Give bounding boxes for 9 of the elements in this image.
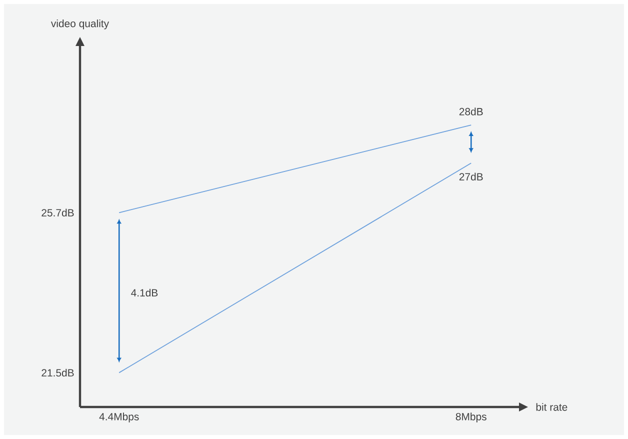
x-axis-title: bit rate	[536, 403, 568, 411]
x-tick-label: 8Mbps	[456, 412, 486, 422]
data-label: 27dB	[459, 172, 483, 180]
y-tick-label: 21.5dB	[42, 368, 74, 377]
data-label: 28dB	[459, 108, 483, 116]
y-tick-label: 25.7dB	[42, 208, 74, 216]
y-axis-title: video quality	[50, 20, 110, 30]
annotation: 4.1dB	[131, 288, 158, 297]
x-tick-label: 4.4Mbps	[99, 412, 139, 422]
